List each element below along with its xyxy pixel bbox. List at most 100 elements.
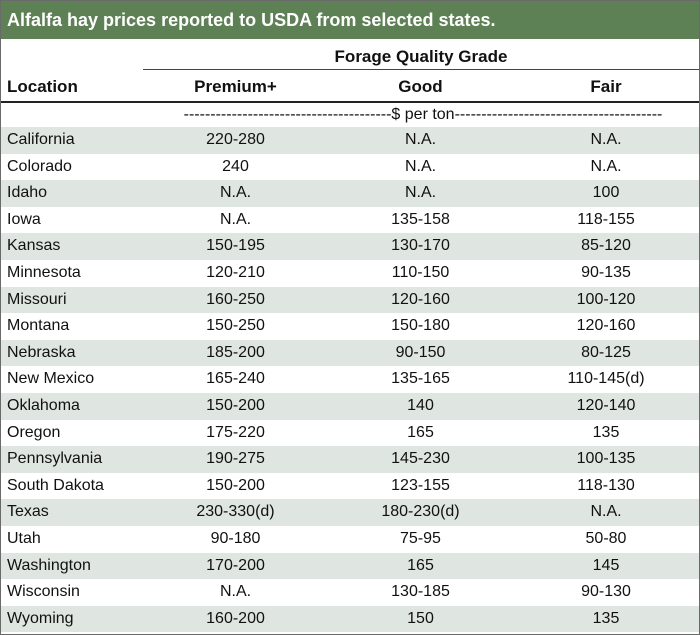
cell-fair: 100-135 — [576, 450, 636, 468]
cell-premium: N.A. — [219, 583, 252, 601]
cell-premium: 170-200 — [206, 556, 265, 574]
cell-location: Idaho — [7, 184, 48, 202]
table-row: Minnesota 120-210 110-150 90-135 — [1, 260, 699, 287]
cell-location: Missouri — [7, 290, 67, 308]
cell-location: Oregon — [7, 423, 61, 441]
cell-premium: 220-280 — [206, 131, 265, 148]
column-header-row: Location Premium+ Good Fair — [1, 71, 699, 103]
cell-fair: 118-130 — [577, 476, 635, 494]
table-row: Nebraska 185-200 90-150 80-125 — [1, 339, 699, 367]
table-row: Montana 150-250 150-180 120-160 — [1, 313, 699, 340]
cell-premium: 150-195 — [206, 237, 265, 255]
cell-good: 90-150 — [395, 343, 446, 361]
cell-good: 130-170 — [391, 237, 450, 255]
table-row: Pennsylvania 190-275 145-230 100-135 — [1, 446, 699, 473]
table-row: Kansas 150-195 130-170 85-120 — [1, 233, 699, 260]
cell-fair: 80-125 — [581, 343, 631, 361]
cell-premium: N.A. — [219, 184, 252, 202]
table-row: Colorado 240 N.A. N.A. — [1, 154, 699, 181]
cell-good: N.A. — [404, 131, 437, 148]
cell-premium: 185-200 — [206, 343, 265, 361]
cell-location: Wyoming — [7, 609, 74, 627]
table-title: Alfalfa hay prices reported to USDA from… — [1, 1, 699, 39]
cell-good: N.A. — [404, 157, 437, 175]
cell-fair: N.A. — [590, 157, 622, 175]
cell-location: Montana — [7, 317, 70, 335]
cell-good: 145-230 — [391, 450, 450, 468]
cell-premium: N.A. — [219, 210, 252, 228]
cell-good: 130-185 — [391, 583, 450, 601]
cell-fair: 145 — [592, 556, 620, 574]
cell-premium: 160-250 — [206, 290, 265, 308]
column-header-premium: Premium+ — [194, 77, 277, 96]
cell-good: 180-230(d) — [381, 503, 460, 521]
cell-location: Utah — [7, 529, 41, 547]
cell-location: Kansas — [7, 237, 61, 255]
cell-fair: N.A. — [590, 503, 622, 521]
cell-location: South Dakota — [7, 476, 104, 494]
forage-quality-grade-header: Forage Quality Grade — [143, 45, 699, 70]
table-row: Idaho N.A. N.A. 100 — [1, 180, 699, 207]
cell-good: 150-180 — [391, 317, 450, 335]
table-row: Texas 230-330(d) 180-230(d) N.A. — [1, 499, 699, 526]
cell-fair: 110-145(d) — [567, 370, 645, 388]
cell-good: 75-95 — [400, 529, 441, 547]
cell-premium: 150-250 — [206, 317, 265, 335]
cell-good: 150 — [407, 609, 434, 627]
cell-good: 165 — [407, 556, 434, 574]
cell-fair: 100 — [592, 184, 620, 202]
cell-location: Oklahoma — [7, 396, 80, 414]
table-row: Oklahoma 150-200 140 120-140 — [1, 392, 699, 420]
table-row: Washington 170-200 165 145 — [1, 552, 699, 580]
cell-fair: 120-160 — [576, 317, 636, 335]
cell-premium: 165-240 — [206, 370, 265, 388]
column-header-good: Good — [398, 77, 443, 96]
cell-premium: 120-210 — [206, 263, 265, 281]
column-header-fair: Fair — [590, 77, 622, 96]
cell-fair: 50-80 — [585, 529, 627, 547]
cell-good: 140 — [407, 396, 434, 414]
cell-fair: 118-155 — [577, 210, 635, 228]
cell-fair: 85-120 — [581, 237, 631, 255]
column-header-location: Location — [7, 77, 78, 96]
cell-premium: 150-200 — [206, 476, 265, 494]
cell-location: California — [7, 131, 75, 148]
table-row: Iowa N.A. 135-158 118-155 — [1, 207, 699, 234]
cell-good: 165 — [407, 423, 434, 441]
table-row: California 220-280 N.A. N.A. — [1, 127, 699, 154]
cell-fair: 90-130 — [581, 583, 631, 601]
table-row: Utah 90-180 75-95 50-80 — [1, 526, 699, 553]
table-row: Wyoming 160-200 150 135 — [1, 605, 699, 633]
cell-premium: 190-275 — [206, 450, 265, 468]
cell-location: New Mexico — [7, 370, 95, 388]
cell-good: 120-160 — [391, 290, 450, 308]
table-body: California 220-280 N.A. N.A. Colorado 240 N.A.… — [1, 127, 699, 633]
cell-good: 135-165 — [391, 370, 450, 388]
cell-fair: 135 — [592, 609, 620, 627]
cell-location: Wisconsin — [7, 583, 80, 601]
cell-location: Pennsylvania — [7, 450, 103, 468]
cell-premium: 160-200 — [206, 609, 265, 627]
cell-location: Minnesota — [7, 263, 81, 281]
cell-good: 123-155 — [391, 476, 450, 494]
cell-fair: 120-140 — [576, 396, 636, 414]
cell-location: Washington — [7, 556, 91, 574]
cell-good: 135-158 — [391, 210, 450, 228]
cell-fair: 100-120 — [576, 290, 636, 308]
cell-good: N.A. — [404, 184, 437, 202]
table-row: New Mexico 165-240 135-165 110-145(d) — [1, 366, 699, 393]
cell-premium: 240 — [222, 157, 249, 175]
table-row: Wisconsin N.A. 130-185 90-130 — [1, 579, 699, 606]
cell-good: 110-150 — [391, 263, 450, 281]
cell-premium: 175-220 — [206, 423, 265, 441]
cell-location: Nebraska — [7, 343, 76, 361]
cell-location: Texas — [7, 503, 49, 521]
cell-location: Iowa — [7, 210, 41, 228]
table-row: South Dakota 150-200 123-155 118-130 — [1, 473, 699, 500]
cell-fair: 90-135 — [581, 263, 631, 281]
cell-premium: 90-180 — [210, 529, 261, 547]
units-label: ---------------------------------------$… — [183, 106, 663, 123]
cell-fair: 135 — [592, 423, 620, 441]
table-row: Oregon 175-220 165 135 — [1, 420, 699, 447]
cell-premium: 230-330(d) — [196, 503, 275, 521]
